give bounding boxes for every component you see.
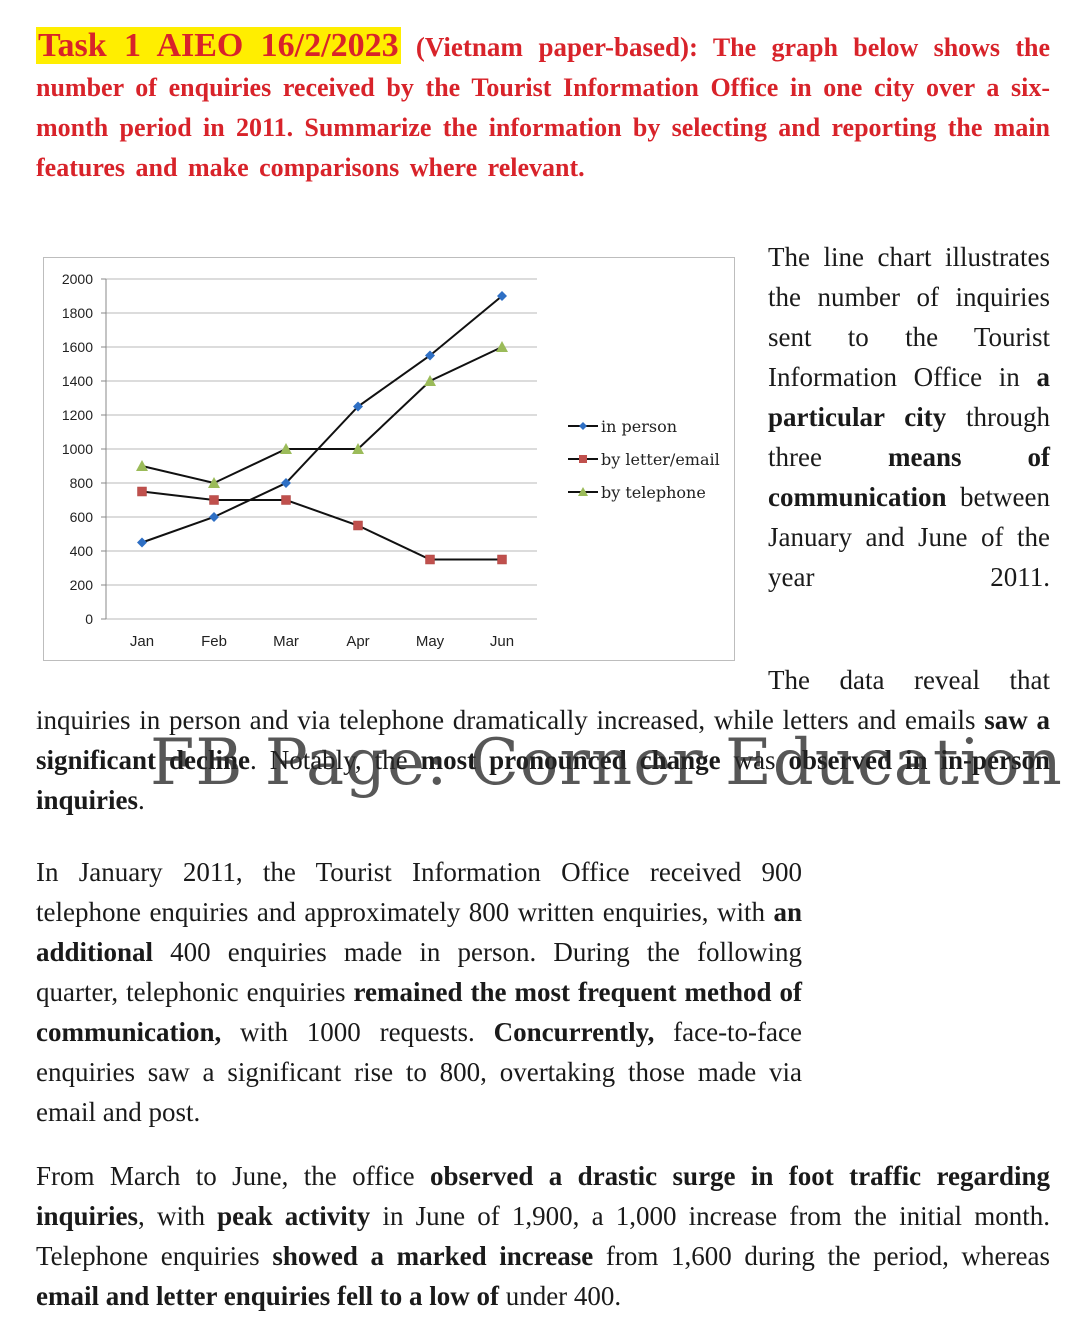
x-tick-label: Jun	[490, 633, 514, 650]
body2-c: , with	[138, 1201, 218, 1231]
intro-a: The line chart illustrates the number of…	[768, 242, 1050, 392]
data-point	[208, 477, 220, 488]
overview-paragraph: The data reveal that inquiries in person…	[36, 660, 1050, 820]
overview-d: most pronounced change	[420, 745, 721, 775]
intro-c: through three	[768, 402, 1050, 472]
data-point	[497, 291, 507, 301]
overview-a: inquiries in person and via telephone dr…	[36, 705, 985, 735]
line-chart-svg: 0 200 400 600 800 1000 1200 1400 1600 1800 2000 Jan…	[62, 271, 720, 650]
intro-b: a particular city	[768, 362, 1050, 432]
intro-paragraph: The line chart illustrates the number of…	[768, 237, 1050, 597]
body2-b: observed a drastic surge in foot traffic…	[36, 1161, 1050, 1231]
data-point	[137, 486, 147, 497]
y-tick-label: 1000	[62, 441, 93, 457]
x-tick-label: May	[416, 633, 445, 650]
body2-i: under 400.	[498, 1281, 622, 1311]
data-point	[425, 350, 435, 361]
task-highlight: Task 1 AIEO 16/2/2023	[36, 27, 401, 64]
x-tick-label: Jan	[130, 633, 154, 650]
legend-label: in person	[601, 417, 677, 436]
legend-marker	[579, 422, 587, 430]
y-tick-label: 1800	[62, 305, 93, 321]
body2-g: from 1,600 during the period, whereas	[593, 1241, 1050, 1271]
data-point	[137, 537, 147, 548]
body2-f: showed a marked increase	[272, 1241, 594, 1271]
body-paragraph-1: In January 2011, the Tourist Information…	[36, 852, 802, 1132]
task-prompt: Task 1 AIEO 16/2/2023 (Vietnam paper-bas…	[36, 26, 1050, 188]
task-rest: The graph below shows the number of enqu…	[36, 33, 1051, 182]
y-tick-label: 800	[70, 475, 94, 491]
body1-g: face-to-face enquiries saw a significant…	[36, 1017, 802, 1127]
data-point	[209, 512, 219, 522]
body2-h: email and letter enquiries fell to a low…	[36, 1281, 499, 1311]
body1-a: In January 2011, the Tourist Information…	[36, 857, 802, 927]
data-point	[425, 554, 435, 565]
data-point	[281, 478, 291, 488]
series-line	[141, 346, 503, 485]
line-chart: 0 200 400 600 800 1000 1200 1400 1600 1800 2000 Jan…	[43, 257, 735, 661]
data-point	[136, 460, 148, 471]
legend-label: by telephone	[601, 483, 706, 502]
x-tick-label: Apr	[346, 633, 369, 650]
series-line	[141, 490, 502, 561]
y-tick-label: 1200	[62, 407, 93, 423]
data-point	[352, 443, 364, 454]
y-tick-label: 200	[70, 577, 94, 593]
body2-e: in June of 1,900, a 1,000 increase from …	[36, 1201, 1050, 1271]
body2-d: peak activity	[217, 1201, 371, 1231]
data-point	[353, 401, 363, 412]
data-point	[424, 375, 436, 386]
y-tick-label: 600	[70, 509, 94, 525]
watermark: FB Page: Corner Education	[150, 726, 1063, 800]
y-tick-label: 1400	[62, 373, 93, 389]
body1-c: 400 enquiries made in person. During the…	[36, 937, 802, 1007]
body1-d: remained the most frequent method of com…	[36, 977, 802, 1047]
legend-marker	[578, 487, 588, 496]
overview-lead: The data reveal that	[768, 665, 1050, 695]
data-point	[497, 554, 507, 565]
body1-e: with 1000 requests.	[221, 1017, 494, 1047]
task-paren: (Vietnam paper-based):	[415, 32, 698, 62]
intro-e: between January and June of the year 201…	[768, 482, 1050, 592]
x-tick-label: Mar	[273, 633, 299, 650]
series-line	[141, 295, 503, 544]
data-point	[281, 495, 291, 505]
data-point	[209, 495, 219, 505]
y-tick-label: 1600	[62, 339, 93, 355]
body2-a: From March to June, the office	[36, 1161, 430, 1191]
body1-b: an additional	[36, 897, 802, 967]
data-point	[496, 341, 508, 352]
y-tick-label: 400	[70, 543, 94, 559]
x-tick-label: Feb	[201, 633, 227, 650]
overview-f: observed in in-person inquiries	[36, 745, 1050, 815]
data-point	[353, 520, 363, 531]
legend-marker	[579, 455, 587, 463]
overview-b: saw a significant decline	[36, 705, 1050, 775]
overview-c: . Notably, the	[249, 745, 421, 775]
body-paragraph-2: From March to June, the office observed …	[36, 1156, 1050, 1316]
overview-g: .	[138, 785, 145, 815]
data-point	[280, 443, 292, 454]
y-tick-label: 2000	[62, 271, 93, 287]
intro-d: means of communication	[768, 442, 1050, 512]
legend-label: by letter/email	[601, 450, 720, 469]
y-tick-label: 0	[85, 611, 93, 627]
body1-f: Concurrently,	[493, 1017, 655, 1047]
overview-e: was	[720, 745, 789, 775]
